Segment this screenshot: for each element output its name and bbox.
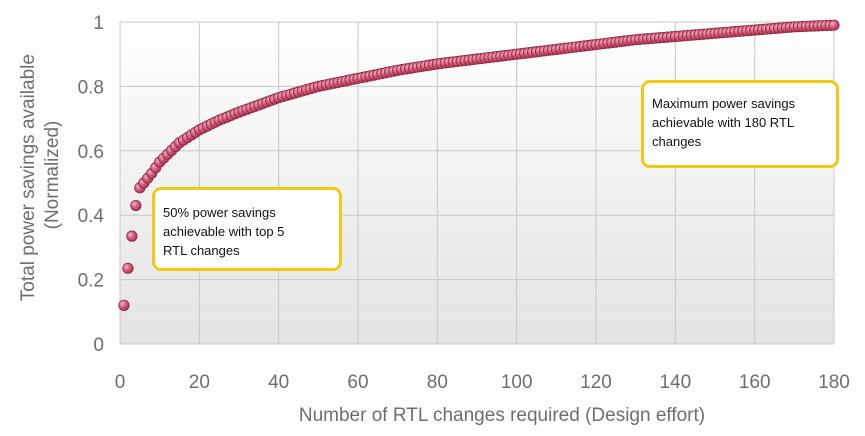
- y-axis-ticks: 0 0.2 0.4 0.6 0.8 1: [78, 13, 105, 356]
- x-tick-label: 60: [347, 372, 368, 393]
- y-tick-label: 0.6: [78, 142, 104, 163]
- x-tick-label: 180: [818, 372, 850, 393]
- x-tick-label: 100: [501, 372, 533, 393]
- x-axis-title: Number of RTL changes required (Design e…: [299, 405, 705, 426]
- plot-area: [120, 22, 834, 344]
- y-tick-label: 0.2: [78, 271, 104, 292]
- data-point: [130, 199, 142, 212]
- x-tick-label: 160: [739, 372, 771, 393]
- y-tick-label: 0.8: [78, 77, 104, 98]
- data-point: [118, 299, 130, 311]
- y-tick-label: 1: [93, 13, 104, 34]
- y-axis-title: Total power savings available (Normalize…: [18, 49, 63, 301]
- data-point: [828, 19, 840, 31]
- annotation-180-changes: Maximum power savings achievable with 18…: [641, 80, 839, 168]
- y-axis-title-line-1: Total power savings available: [18, 54, 39, 301]
- x-tick-label: 120: [580, 372, 612, 393]
- data-point: [122, 262, 134, 274]
- data-series: [118, 19, 840, 311]
- annotation-top-5-changes: 50% power savings achievable with top 5 …: [152, 187, 342, 271]
- x-tick-label: 0: [115, 372, 126, 393]
- x-axis-ticks: 0 20 40 60 80 100 120 140 160 180: [115, 372, 850, 393]
- data-point: [126, 230, 138, 242]
- y-tick-label: 0: [93, 335, 104, 356]
- y-tick-label: 0.4: [78, 206, 105, 227]
- x-tick-label: 40: [268, 372, 289, 393]
- x-tick-label: 80: [427, 372, 448, 393]
- x-tick-label: 20: [189, 372, 210, 393]
- x-tick-label: 140: [659, 372, 691, 393]
- y-axis-title-line-2: (Normalized): [42, 121, 63, 230]
